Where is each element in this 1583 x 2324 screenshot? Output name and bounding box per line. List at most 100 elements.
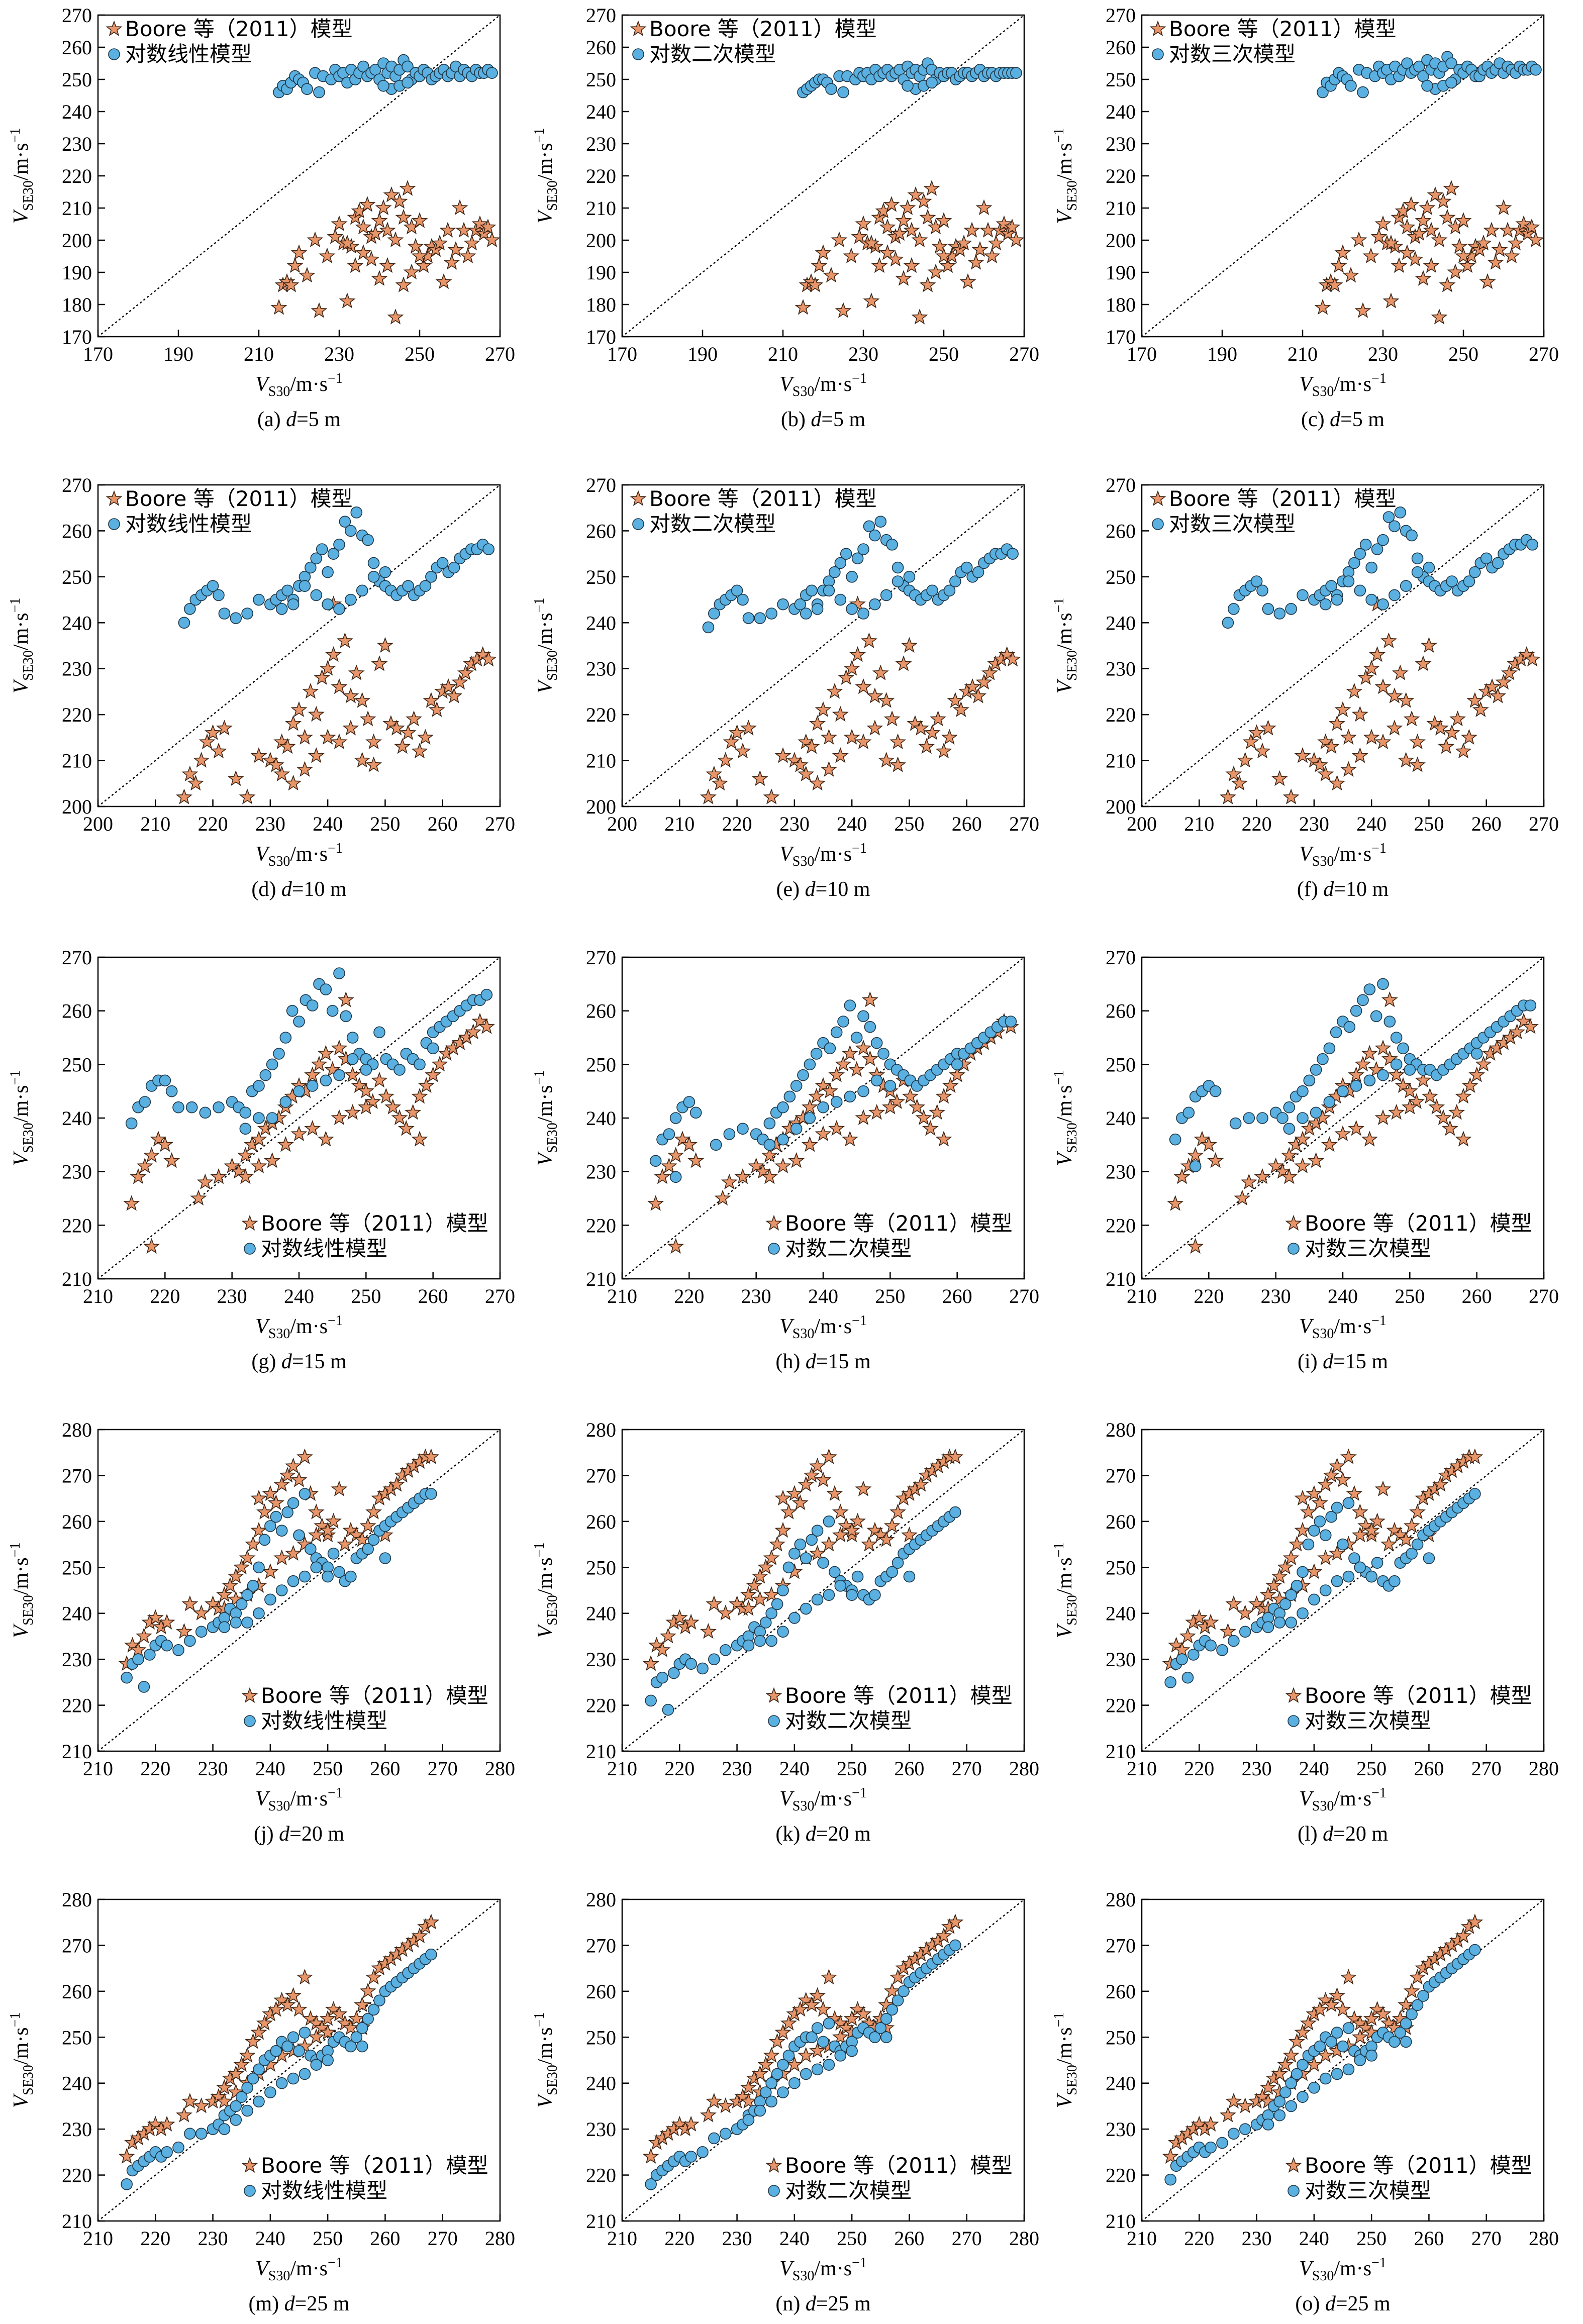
circle-point: [230, 1616, 242, 1629]
y-tick-label: 220: [62, 2164, 92, 2187]
panel-caption: (e) d=10 m: [776, 878, 870, 901]
star-point: [1409, 733, 1426, 749]
star-point: [832, 747, 849, 763]
legend-circle-icon: [244, 2185, 256, 2197]
reference-line: [1141, 1429, 1545, 1752]
star-point: [267, 756, 284, 772]
circle-point: [1377, 534, 1389, 546]
legend-label-circle: 对数二次模型: [785, 1236, 912, 1261]
circle-series: [273, 54, 498, 98]
circle-point: [373, 1026, 385, 1039]
star-point: [1306, 1563, 1323, 1579]
star-point: [963, 222, 980, 238]
circle-point: [281, 584, 293, 597]
circle-point: [327, 548, 340, 560]
star-point: [1495, 673, 1512, 690]
star-point: [435, 273, 452, 289]
star-point: [1004, 651, 1021, 667]
y-tick-label: 210: [62, 2210, 92, 2233]
star-point: [820, 1969, 837, 1985]
star-point: [227, 770, 244, 786]
star-point: [447, 241, 464, 257]
star-point: [935, 742, 952, 759]
circle-point: [310, 1561, 323, 1574]
star-point: [1438, 738, 1455, 754]
star-point: [1455, 742, 1472, 759]
star-point: [1346, 683, 1363, 699]
legend-label-circle: 对数线性模型: [261, 2178, 387, 2203]
star-point: [239, 2047, 256, 2063]
circle-point: [1273, 1616, 1286, 1629]
star-point: [798, 765, 815, 781]
circle-point: [402, 580, 414, 592]
circle-point: [1389, 2036, 1401, 2048]
star-point: [187, 774, 204, 791]
star-point: [866, 687, 883, 703]
star-point: [792, 1494, 809, 1510]
y-tick-label: 230: [1106, 2118, 1136, 2141]
star-series: [270, 180, 501, 325]
x-tick-label: 220: [150, 1285, 180, 1307]
circle-point: [943, 584, 956, 597]
star-point: [1329, 1457, 1345, 1474]
star-point: [1415, 655, 1432, 671]
star-point: [1351, 747, 1368, 763]
circle-point: [834, 593, 847, 606]
star-point: [863, 292, 880, 309]
circle-point: [275, 2077, 288, 2089]
y-axis-label: VSE30/m·s−1: [8, 1543, 36, 1639]
star-point: [918, 738, 935, 754]
star-point: [717, 752, 734, 768]
y-axis-label: VSE30/m·s−1: [1051, 128, 1080, 224]
star-point: [250, 1522, 267, 1538]
star-point: [700, 1623, 717, 1639]
circle-point: [132, 1653, 144, 1665]
star-point: [264, 1152, 281, 1168]
circle-point: [765, 1607, 777, 1620]
circle-point: [1285, 2100, 1297, 2112]
legend-star-icon: [630, 490, 647, 506]
x-tick-label: 250: [313, 2227, 343, 2250]
star-point: [866, 720, 883, 736]
circle-point: [218, 608, 231, 620]
circle-point: [1359, 539, 1372, 551]
legend-star-icon: [1149, 20, 1166, 36]
circle-point: [1181, 1671, 1194, 1684]
star-point: [700, 2106, 717, 2123]
star-point: [395, 209, 412, 225]
star-point: [395, 276, 412, 292]
x-tick-label: 230: [198, 1757, 228, 1780]
circle-point: [305, 561, 317, 574]
star-series: [1167, 991, 1539, 1254]
star-point: [233, 1558, 250, 1575]
circle-point: [811, 2063, 824, 2076]
x-tick-label: 270: [1529, 1285, 1559, 1307]
circle-point: [645, 1694, 657, 1707]
star-point: [1431, 231, 1448, 247]
star-point: [811, 257, 828, 273]
legend-circle-icon: [108, 48, 120, 60]
star-point: [832, 1503, 849, 1520]
star-point: [319, 2010, 336, 2026]
star-point: [1382, 292, 1400, 309]
star-point: [1391, 257, 1408, 273]
star-point: [1380, 632, 1397, 648]
star-point: [964, 678, 981, 694]
circle-point: [926, 76, 938, 89]
circle-point: [731, 584, 743, 597]
star-point: [411, 212, 428, 228]
y-tick-label: 210: [586, 750, 616, 772]
x-tick-label: 280: [485, 1757, 515, 1780]
circle-point: [125, 1117, 138, 1130]
star-point: [1363, 729, 1380, 745]
star-point: [1388, 1066, 1405, 1082]
star-point: [342, 687, 359, 703]
circle-point: [1297, 1112, 1309, 1124]
y-tick-label: 240: [62, 2072, 92, 2095]
star-point: [319, 2024, 336, 2040]
star-point: [1435, 1109, 1452, 1125]
star-point: [1466, 692, 1483, 708]
star-point: [342, 720, 359, 736]
star-point: [379, 222, 396, 238]
circle-point: [287, 2072, 300, 2085]
